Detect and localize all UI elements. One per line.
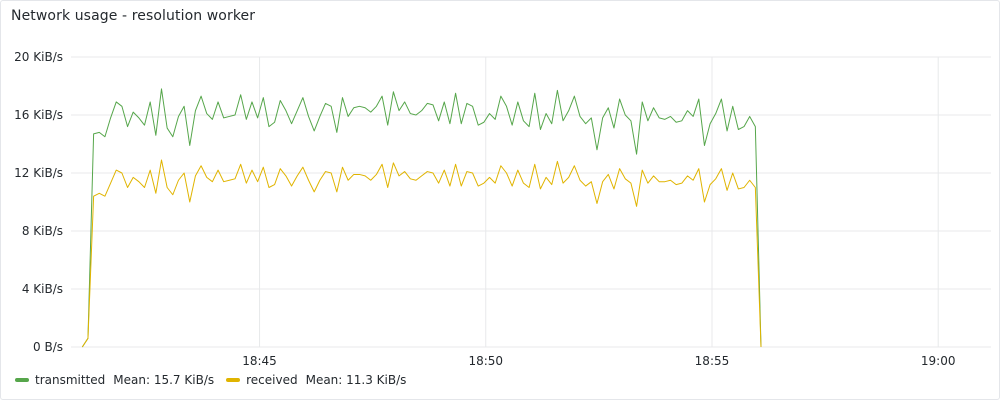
y-tick-label: 12 KiB/s [14,166,63,180]
legend-mean-transmitted: Mean: 15.7 KiB/s [113,373,215,387]
legend-item-transmitted[interactable]: transmitted Mean: 15.7 KiB/s [15,373,214,387]
x-tick-label: 19:00 [921,354,956,368]
y-tick-label: 4 KiB/s [22,282,63,296]
legend: transmitted Mean: 15.7 KiB/s received Me… [15,373,406,387]
x-tick-label: 18:55 [695,354,730,368]
legend-swatch-transmitted [15,378,29,382]
legend-item-received[interactable]: received Mean: 11.3 KiB/s [226,373,406,387]
x-tick-label: 18:45 [242,354,277,368]
y-axis-tick-labels: 0 B/s 4 KiB/s 8 KiB/s 12 KiB/s 16 KiB/s 20 Ki… [14,50,63,354]
y-tick-label: 20 KiB/s [14,50,63,64]
legend-label-transmitted: transmitted [35,373,106,387]
series-line-received [81,159,762,348]
x-axis-tick-labels: 18:45 18:50 18:55 19:00 [242,354,955,368]
series-lines [81,88,762,348]
y-tick-label: 0 B/s [33,340,63,354]
y-tick-label: 16 KiB/s [14,108,63,122]
grid-lines [71,56,991,348]
legend-swatch-received [226,378,241,382]
series-line-transmitted [81,88,762,348]
x-tick-label: 18:50 [468,354,503,368]
panel-title: Network usage - resolution worker [11,8,256,24]
legend-mean-received: Mean: 11.3 KiB/s [305,373,407,387]
y-tick-label: 8 KiB/s [22,224,63,238]
legend-label-received: received [246,373,298,387]
